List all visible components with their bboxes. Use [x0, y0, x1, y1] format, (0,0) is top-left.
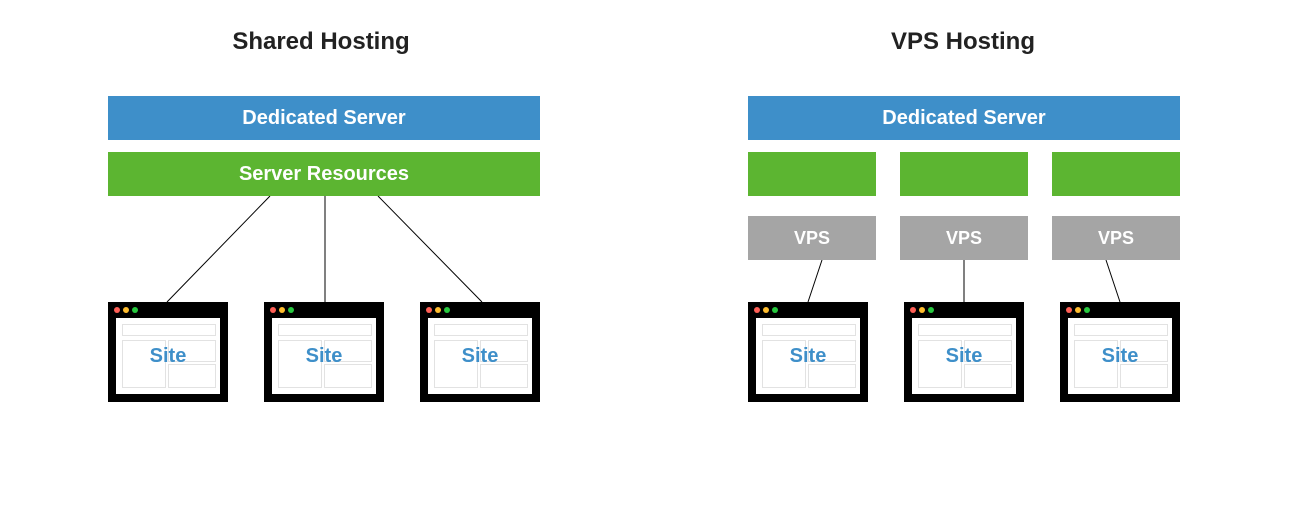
window-controls: [270, 307, 294, 313]
window-dot-icon: [772, 307, 778, 313]
window-dot-icon: [444, 307, 450, 313]
window-controls: [426, 307, 450, 313]
vps-resource-block-2: [1052, 152, 1180, 196]
window-dot-icon: [435, 307, 441, 313]
window-dot-icon: [132, 307, 138, 313]
wireframe-block: [762, 324, 856, 336]
site-label: Site: [790, 345, 827, 368]
diagram-canvas: Shared Hosting Dedicated Server Server R…: [0, 0, 1300, 512]
window-dot-icon: [928, 307, 934, 313]
vps-block-2: VPS: [1052, 216, 1180, 260]
wireframe-block: [434, 324, 528, 336]
window-dot-icon: [919, 307, 925, 313]
vps-block-0: VPS: [748, 216, 876, 260]
site-window-body: Site: [756, 318, 860, 394]
window-controls: [910, 307, 934, 313]
site-window-body: Site: [428, 318, 532, 394]
window-dot-icon: [1075, 307, 1081, 313]
site-label: Site: [306, 345, 343, 368]
window-dot-icon: [114, 307, 120, 313]
window-controls: [754, 307, 778, 313]
vps-site-2: Site: [1060, 302, 1180, 402]
window-dot-icon: [1066, 307, 1072, 313]
site-label: Site: [150, 345, 187, 368]
site-window-body: Site: [1068, 318, 1172, 394]
shared-site-0: Site: [108, 302, 228, 402]
vps-site-1: Site: [904, 302, 1024, 402]
window-dot-icon: [426, 307, 432, 313]
window-dot-icon: [1084, 307, 1090, 313]
wireframe-block: [918, 324, 1012, 336]
window-dot-icon: [279, 307, 285, 313]
wireframe-block: [1074, 324, 1168, 336]
window-controls: [1066, 307, 1090, 313]
site-label: Site: [946, 345, 983, 368]
window-dot-icon: [754, 307, 760, 313]
window-dot-icon: [270, 307, 276, 313]
site-window-body: Site: [912, 318, 1016, 394]
vps-block-1: VPS: [900, 216, 1028, 260]
vps-resource-block-1: [900, 152, 1028, 196]
wireframe-block: [122, 324, 216, 336]
window-dot-icon: [123, 307, 129, 313]
vps-dedicated-server-bar: Dedicated Server: [748, 96, 1180, 140]
shared-server-resources-bar: Server Resources: [108, 152, 540, 196]
wireframe-block: [278, 324, 372, 336]
shared-dedicated-server-bar: Dedicated Server: [108, 96, 540, 140]
site-label: Site: [462, 345, 499, 368]
vps-hosting-heading: VPS Hosting: [891, 28, 1035, 56]
site-window-body: Site: [272, 318, 376, 394]
window-dot-icon: [910, 307, 916, 313]
window-dot-icon: [763, 307, 769, 313]
vps-site-0: Site: [748, 302, 868, 402]
window-dot-icon: [288, 307, 294, 313]
site-label: Site: [1102, 345, 1139, 368]
shared-hosting-heading: Shared Hosting: [232, 28, 409, 56]
shared-site-2: Site: [420, 302, 540, 402]
site-window-body: Site: [116, 318, 220, 394]
shared-site-1: Site: [264, 302, 384, 402]
window-controls: [114, 307, 138, 313]
vps-resource-block-0: [748, 152, 876, 196]
